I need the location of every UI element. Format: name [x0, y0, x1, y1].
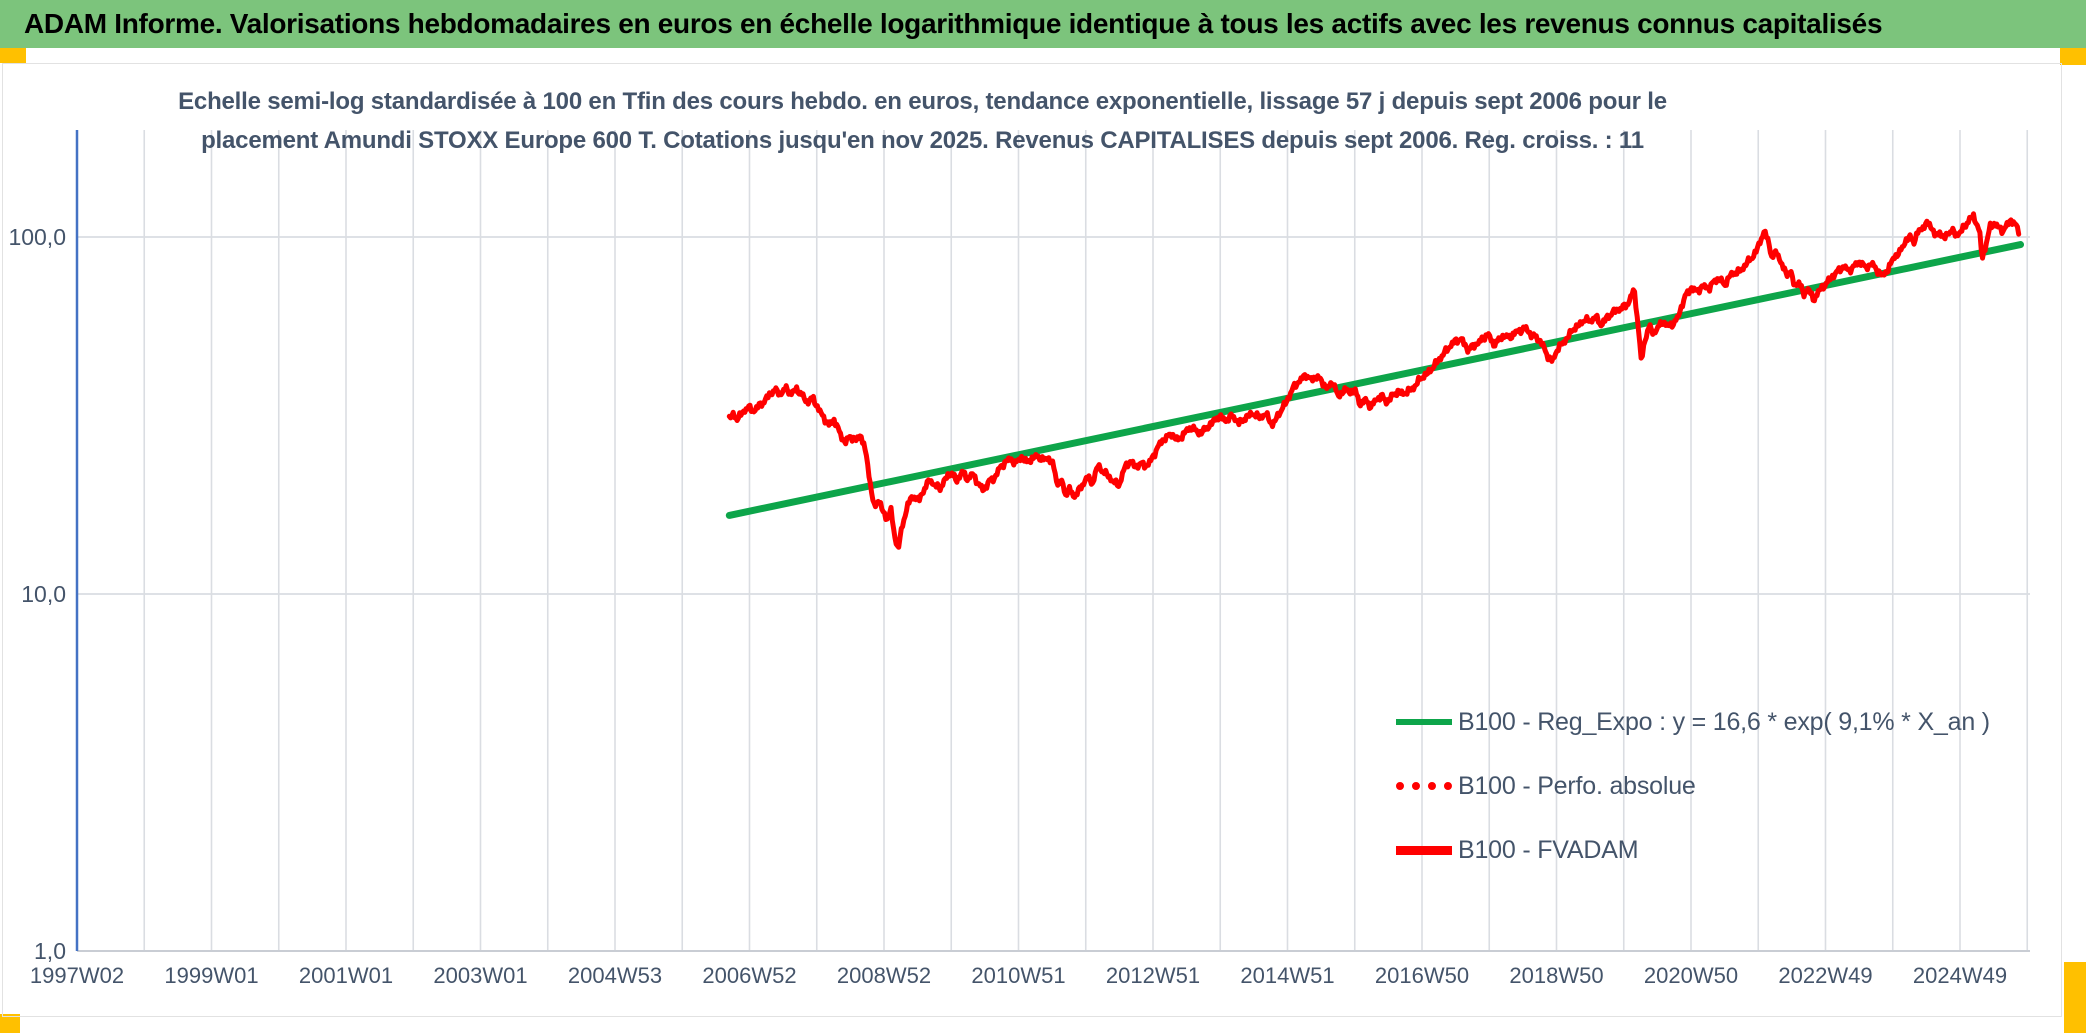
legend-item-perfo-absolue: B100 - Perfo. absolue	[1396, 754, 1990, 818]
x-tick-label: 2006W52	[702, 963, 796, 988]
x-tick-label: 2010W51	[971, 963, 1065, 988]
x-tick-label: 2020W50	[1644, 963, 1738, 988]
chart-title-line1: Echelle semi-log standardisée à 100 en T…	[178, 88, 1667, 115]
y-tick-label: 10,0	[21, 581, 66, 607]
header-title: ADAM Informe. Valorisations hebdomadaire…	[24, 8, 1883, 39]
x-tick-label: 1997W02	[30, 963, 124, 988]
x-tick-label: 2022W49	[1778, 963, 1872, 988]
y-tick-label: 100,0	[8, 224, 66, 250]
legend-label: B100 - Perfo. absolue	[1458, 771, 1696, 800]
x-tick-label: 2024W49	[1913, 963, 2007, 988]
red-fvadam-line	[726, 211, 2022, 550]
chart-panel-border	[2, 63, 2062, 1017]
x-tick-label: 2003W01	[433, 963, 527, 988]
green-trend-line-swatch	[1396, 719, 1452, 725]
chart-title-line2: placement Amundi STOXX Europe 600 T. Cot…	[201, 127, 1644, 154]
legend-label: B100 - Reg_Expo : y = 16,6 * exp( 9,1% *…	[1458, 707, 1990, 736]
red-solid-line-swatch	[1396, 845, 1452, 855]
header-bar: ADAM Informe. Valorisations hebdomadaire…	[0, 0, 2086, 48]
x-tick-label: 2008W52	[837, 963, 931, 988]
gold-mark-bottom-left	[0, 1014, 20, 1033]
x-tick-label: 2004W53	[568, 963, 662, 988]
gold-mark-right-strip	[2064, 962, 2086, 1033]
gold-mark-top-right	[2060, 48, 2086, 65]
x-tick-label: 2016W50	[1375, 963, 1469, 988]
x-tick-label: 1999W01	[164, 963, 258, 988]
red-dotted-line-swatch	[1396, 782, 1452, 790]
chart-title: Echelle semi-log standardisée à 100 en T…	[85, 82, 1760, 160]
legend-item-reg-expo: B100 - Reg_Expo : y = 16,6 * exp( 9,1% *…	[1396, 690, 1990, 754]
x-tick-label: 2012W51	[1106, 963, 1200, 988]
x-tick-label: 2014W51	[1240, 963, 1334, 988]
legend-item-fvadam: B100 - FVADAM	[1396, 818, 1990, 882]
legend: B100 - Reg_Expo : y = 16,6 * exp( 9,1% *…	[1396, 690, 1990, 882]
x-tick-label: 2001W01	[299, 963, 393, 988]
gold-mark-top-left	[0, 48, 26, 63]
legend-label: B100 - FVADAM	[1458, 835, 1639, 864]
x-tick-label: 2018W50	[1509, 963, 1603, 988]
y-tick-label: 1,0	[34, 938, 66, 964]
